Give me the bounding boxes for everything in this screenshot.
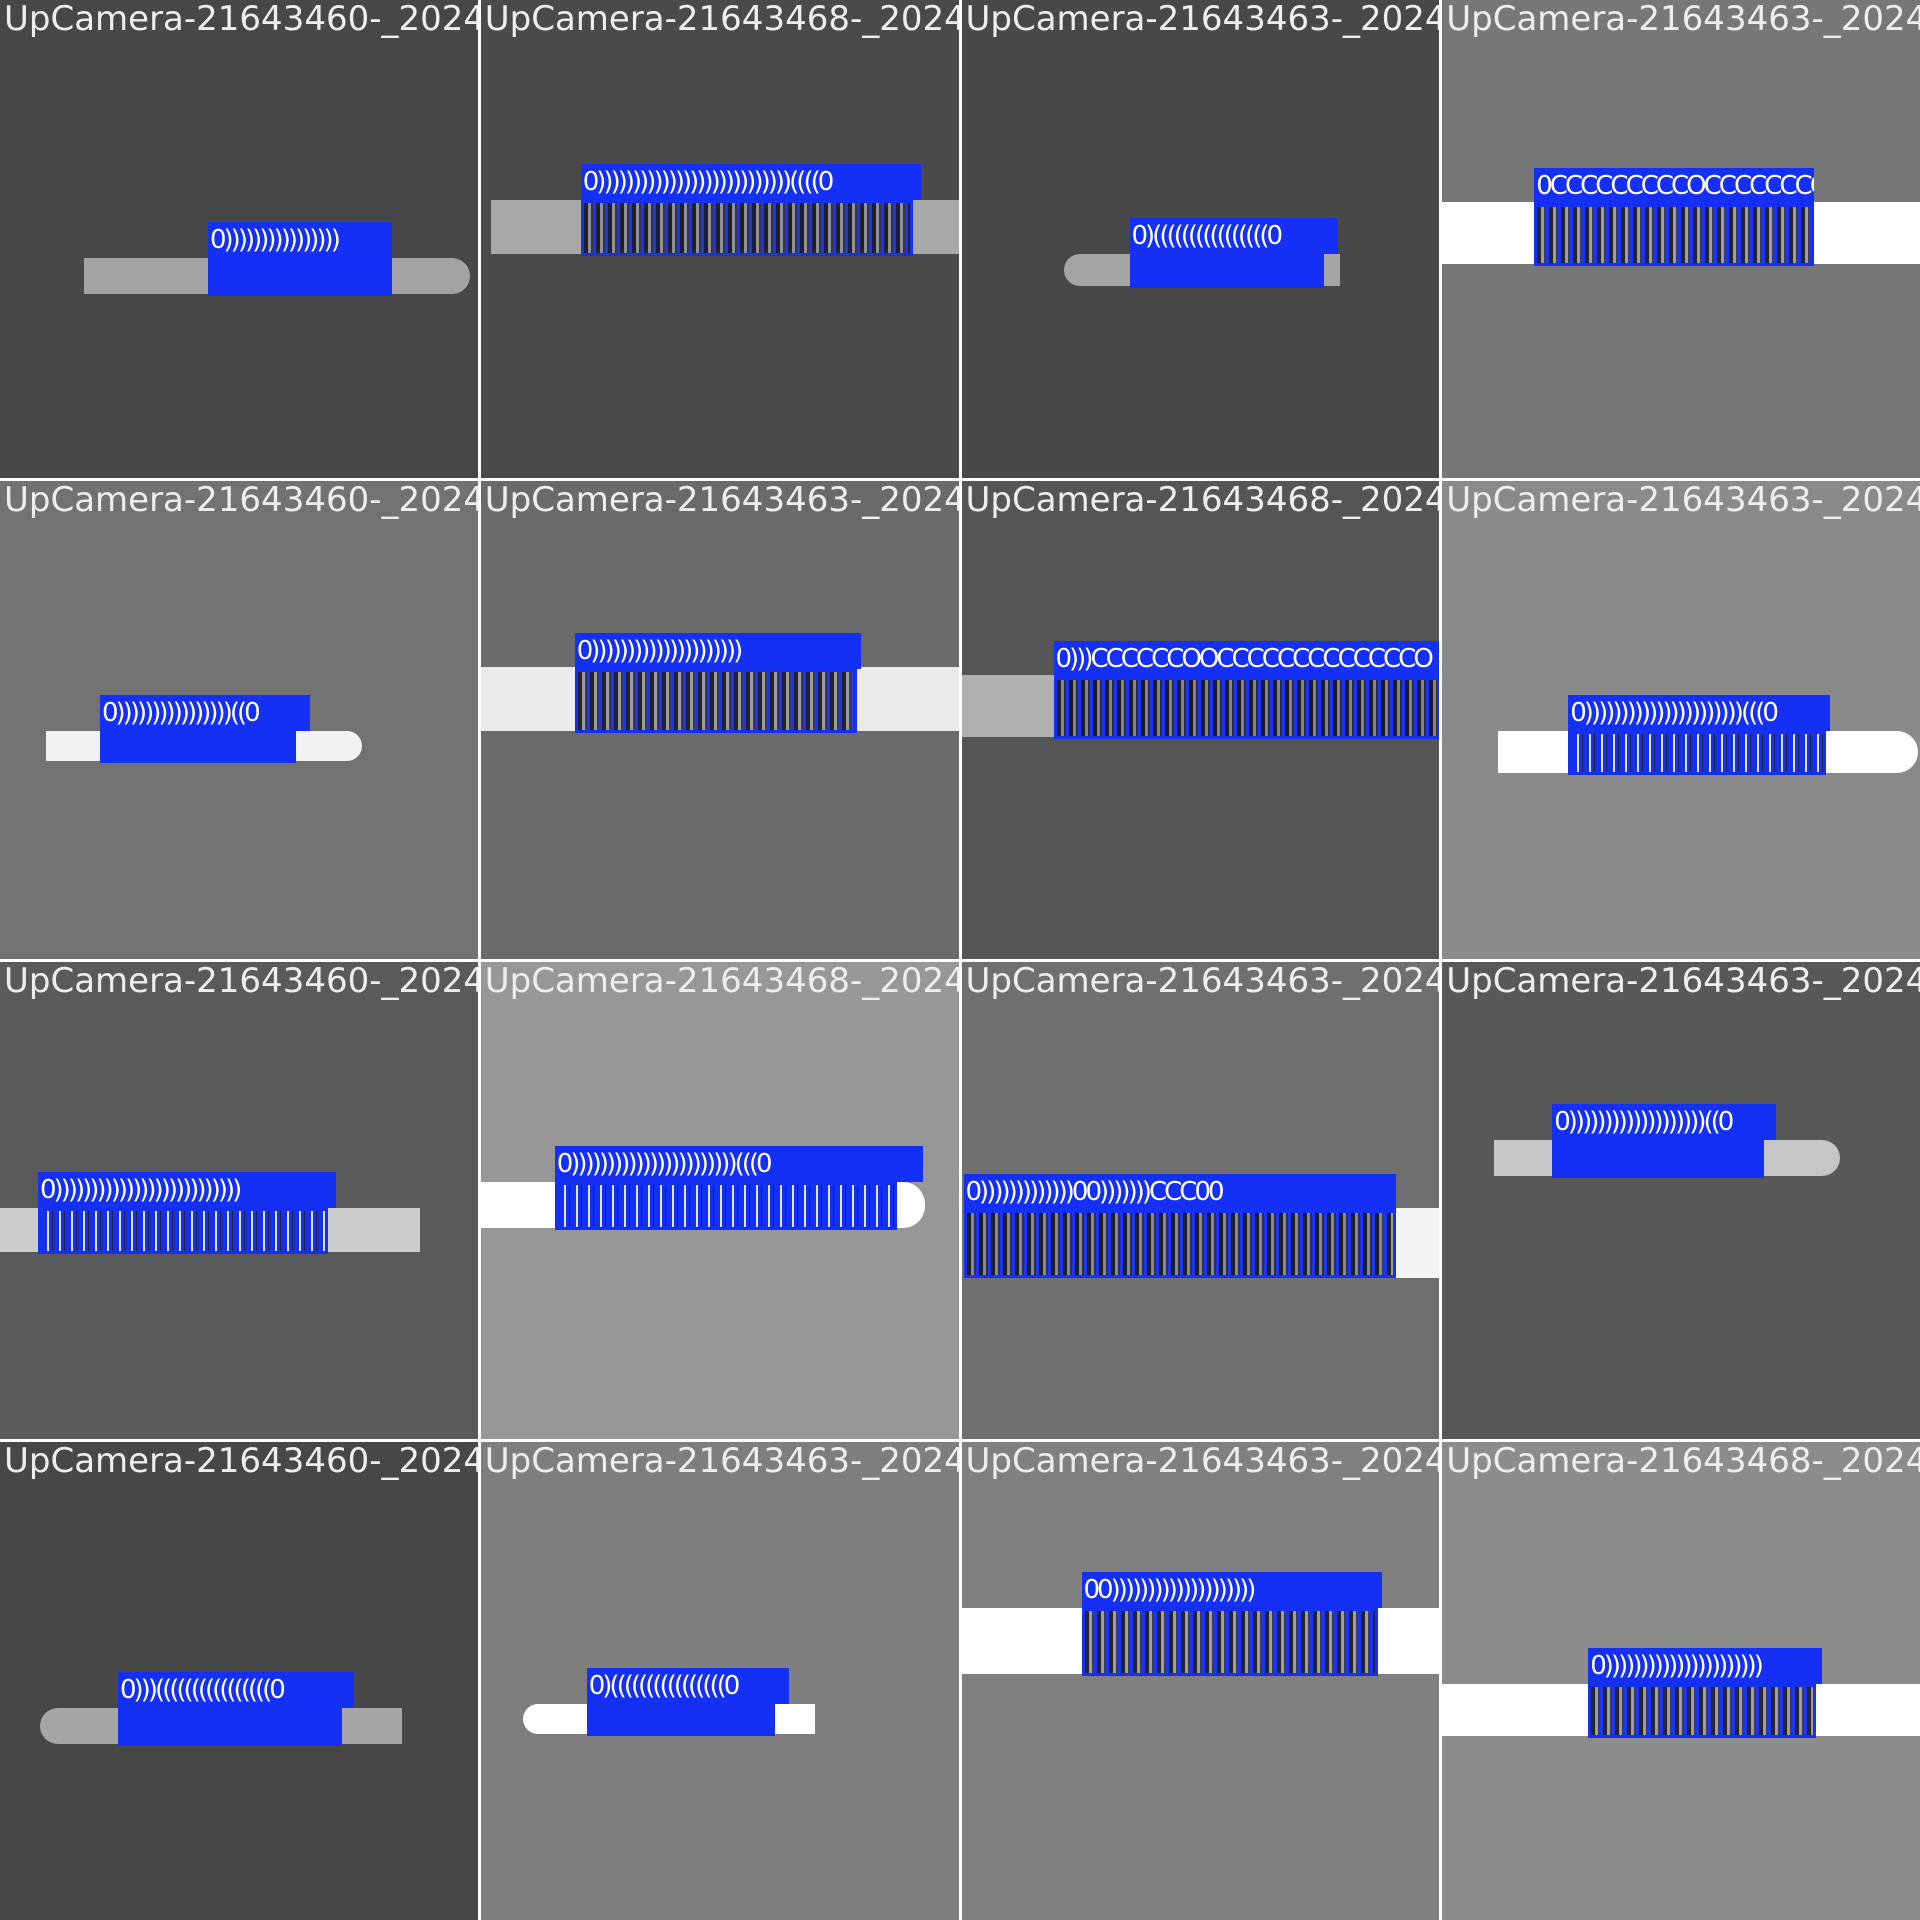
detection-body bbox=[1588, 1684, 1817, 1739]
tile: 0)))))))))))))))))))))))))) UpCamera-216… bbox=[0, 961, 478, 1440]
detection-box: 0)((((((((((((((((0 bbox=[1129, 218, 1338, 288]
tile: 0)((((((((((((((((0 UpCamera-21643463-_2… bbox=[480, 1442, 959, 1920]
detection-label: 0)))((((((((((((((((0 bbox=[118, 1672, 354, 1709]
tile-label: UpCamera-21643460-_2024 bbox=[4, 961, 478, 1001]
detection-box: 0)))))))))))))00)))))))CCC00 bbox=[963, 1173, 1396, 1278]
detection-label: 0)))))))))))))))))))))))))) bbox=[38, 1171, 336, 1208]
tile-label: UpCamera-21643463-_2024 bbox=[965, 0, 1440, 39]
detection-body bbox=[1552, 1139, 1765, 1178]
tile-label: UpCamera-21643463-_2024 bbox=[965, 961, 1440, 1001]
tile: 0)))))))))))))))) UpCamera-21643460-_202… bbox=[0, 0, 478, 478]
tile: 0CCCCCCCCCOCCCCCCCO UpCamera-21643463-_2… bbox=[1442, 0, 1920, 478]
detection-box: 0)))))))))))))))))))))))))) bbox=[38, 1171, 336, 1254]
detection-body bbox=[208, 258, 392, 296]
detection-box: 0)))CCCCCCOOCCCCCCCCCCCCCO bbox=[1053, 640, 1440, 739]
tile: 0)))))))))))))))))))))))))))((((0 UpCame… bbox=[480, 0, 959, 478]
tile-label: UpCamera-21643463-_2024 bbox=[965, 1442, 1440, 1482]
detection-body bbox=[963, 1209, 1396, 1278]
detection-label: 0CCCCCCCCCOCCCCCCCO bbox=[1534, 168, 1815, 204]
detection-box: 00)))))))))))))))))))) bbox=[1081, 1572, 1382, 1677]
detection-body bbox=[1053, 676, 1440, 739]
detection-box: 0)))))))))))))))))))((0 bbox=[1552, 1103, 1777, 1178]
tile: 0)))((((((((((((((((0 UpCamera-21643460-… bbox=[0, 1442, 478, 1920]
detection-box: 0))))))))))))))))))))))(((0 bbox=[1568, 694, 1831, 775]
detection-box: 0))))))))))))))))((0 bbox=[100, 694, 310, 763]
detection-box: 0)))))))))))))))))))))))))))((((0 bbox=[580, 164, 921, 256]
detection-label: 0)))))))))))))))))))))))(((0 bbox=[554, 1145, 923, 1182]
tile-label: UpCamera-21643468-_2024 bbox=[484, 0, 959, 39]
tile: 0)))))))))))))))))))((0 UpCamera-2164346… bbox=[1442, 961, 1920, 1440]
tile-label: UpCamera-21643463-_2024 bbox=[484, 1442, 959, 1482]
detection-label: 0))))))))))))))))))))) bbox=[574, 632, 861, 669]
detection-box: 0)))))))))))))))))))))) bbox=[1588, 1648, 1823, 1739]
detection-body bbox=[1568, 730, 1827, 775]
tile: 0)))))))))))))00)))))))CCC00 UpCamera-21… bbox=[961, 961, 1440, 1440]
detection-body bbox=[554, 1181, 897, 1230]
tile: 0)))CCCCCCOOCCCCCCCCCCCCCO UpCamera-2164… bbox=[961, 480, 1440, 959]
detection-label: 0)))))))))))))))))))))) bbox=[1588, 1648, 1823, 1685]
detection-box: 0)))))))))))))))) bbox=[208, 222, 392, 296]
detection-label: 0)((((((((((((((((0 bbox=[1129, 218, 1338, 254]
detection-body bbox=[1534, 204, 1815, 266]
detection-label: 0))))))))))))))))))))))(((0 bbox=[1568, 694, 1831, 731]
tile: 0)))))))))))))))))))))) UpCamera-2164346… bbox=[1442, 1442, 1920, 1920]
tile-label: UpCamera-21643463-_2024 bbox=[1446, 0, 1920, 39]
tile: 0)))))))))))))))))))))))(((0 UpCamera-21… bbox=[480, 961, 959, 1440]
tile-label: UpCamera-21643468-_2024 bbox=[1446, 1442, 1920, 1482]
tile: 0))))))))))))))))))))) UpCamera-21643463… bbox=[480, 480, 959, 959]
tile-label: UpCamera-21643460-_2024 bbox=[4, 1442, 478, 1482]
detection-box: 0)))))))))))))))))))))))(((0 bbox=[554, 1145, 923, 1230]
tile-label: UpCamera-21643463-_2024 bbox=[1446, 961, 1920, 1001]
tile: 0))))))))))))))))((0 UpCamera-21643460-_… bbox=[0, 480, 478, 959]
detection-label: 0)))))))))))))))))))((0 bbox=[1552, 1103, 1777, 1140]
tile: 0))))))))))))))))))))))(((0 UpCamera-216… bbox=[1442, 480, 1920, 959]
detection-body bbox=[100, 730, 296, 763]
detection-body bbox=[574, 668, 857, 733]
detection-body bbox=[1081, 1608, 1378, 1677]
object-bar bbox=[961, 674, 1062, 737]
detection-body bbox=[580, 200, 913, 256]
tile-label: UpCamera-21643463-_2024 bbox=[484, 480, 959, 520]
detection-body bbox=[1129, 254, 1324, 288]
detection-box: 0)))((((((((((((((((0 bbox=[118, 1672, 354, 1747]
detection-label: 0)))))))))))))))) bbox=[208, 222, 392, 258]
detection-label: 00)))))))))))))))))))) bbox=[1081, 1572, 1382, 1609]
tile-label: UpCamera-21643468-_2024 bbox=[965, 480, 1440, 520]
detection-label: 0)((((((((((((((((0 bbox=[586, 1668, 789, 1705]
detection-box: 0))))))))))))))))))))) bbox=[574, 632, 861, 733]
tile-label: UpCamera-21643463-_2024 bbox=[1446, 480, 1920, 520]
detection-label: 0)))))))))))))00)))))))CCC00 bbox=[963, 1173, 1396, 1210]
tile: 00)))))))))))))))))))) UpCamera-21643463… bbox=[961, 1442, 1440, 1920]
tile: 0)((((((((((((((((0 UpCamera-21643463-_2… bbox=[961, 0, 1440, 478]
detection-body bbox=[38, 1207, 328, 1254]
detection-box: 0)((((((((((((((((0 bbox=[586, 1668, 789, 1737]
detection-box: 0CCCCCCCCCOCCCCCCCO bbox=[1534, 168, 1815, 266]
detection-body bbox=[586, 1704, 775, 1737]
tile-label: UpCamera-21643468-_2024 bbox=[484, 961, 959, 1001]
detection-label: 0)))CCCCCCOOCCCCCCCCCCCCCO bbox=[1053, 640, 1440, 677]
detection-label: 0)))))))))))))))))))))))))))((((0 bbox=[580, 164, 921, 200]
tile-label: UpCamera-21643460-_2024 bbox=[4, 0, 478, 39]
detection-label: 0))))))))))))))))((0 bbox=[100, 694, 310, 731]
tile-label: UpCamera-21643460-_2024 bbox=[4, 480, 478, 520]
detection-body bbox=[118, 1708, 342, 1747]
